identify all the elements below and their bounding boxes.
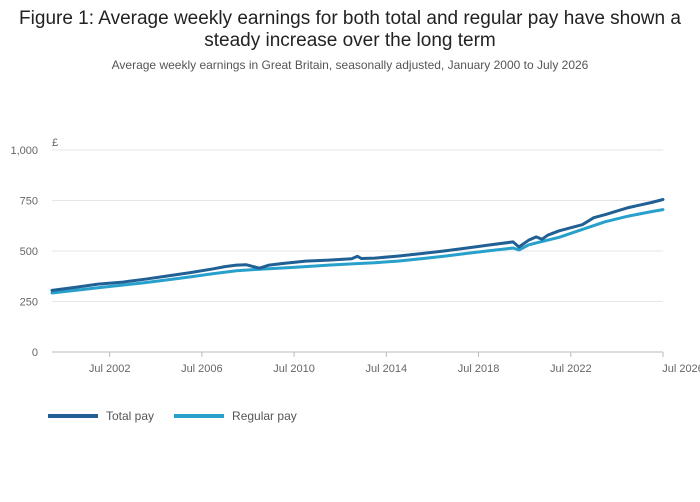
legend-item-total-pay: Total pay — [48, 409, 154, 423]
legend-label: Regular pay — [232, 409, 297, 423]
y-tick-label: 0 — [32, 347, 38, 359]
x-tick-label: Jul 2022 — [550, 363, 592, 375]
y-axis-unit-label: £ — [52, 137, 58, 149]
legend-label: Total pay — [106, 409, 155, 423]
y-tick-label: 500 — [20, 246, 38, 258]
y-tick-label: 250 — [20, 297, 38, 309]
y-tick-label: 750 — [20, 196, 38, 208]
x-tick-label: Jul 2002 — [89, 363, 131, 375]
chart-legend: Total pay Regular pay — [48, 409, 317, 423]
series-line-regular-pay — [50, 208, 665, 295]
series-line-total-pay — [50, 198, 665, 292]
x-tick-label: Jul 2014 — [366, 363, 408, 375]
x-tick-label: Jul 2026 — [662, 363, 700, 375]
x-tick-label: Jul 2010 — [273, 363, 315, 375]
legend-swatch — [48, 414, 98, 418]
legend-swatch — [174, 414, 225, 418]
chart-title: Figure 1: Average weekly earnings for bo… — [19, 8, 681, 51]
x-tick-label: Jul 2018 — [458, 363, 500, 375]
y-tick-label: 1,000 — [10, 145, 38, 157]
legend-item-regular-pay: Regular pay — [174, 409, 297, 423]
x-tick-label: Jul 2006 — [181, 363, 223, 375]
chart-subtitle: Average weekly earnings in Great Britain… — [111, 58, 589, 72]
